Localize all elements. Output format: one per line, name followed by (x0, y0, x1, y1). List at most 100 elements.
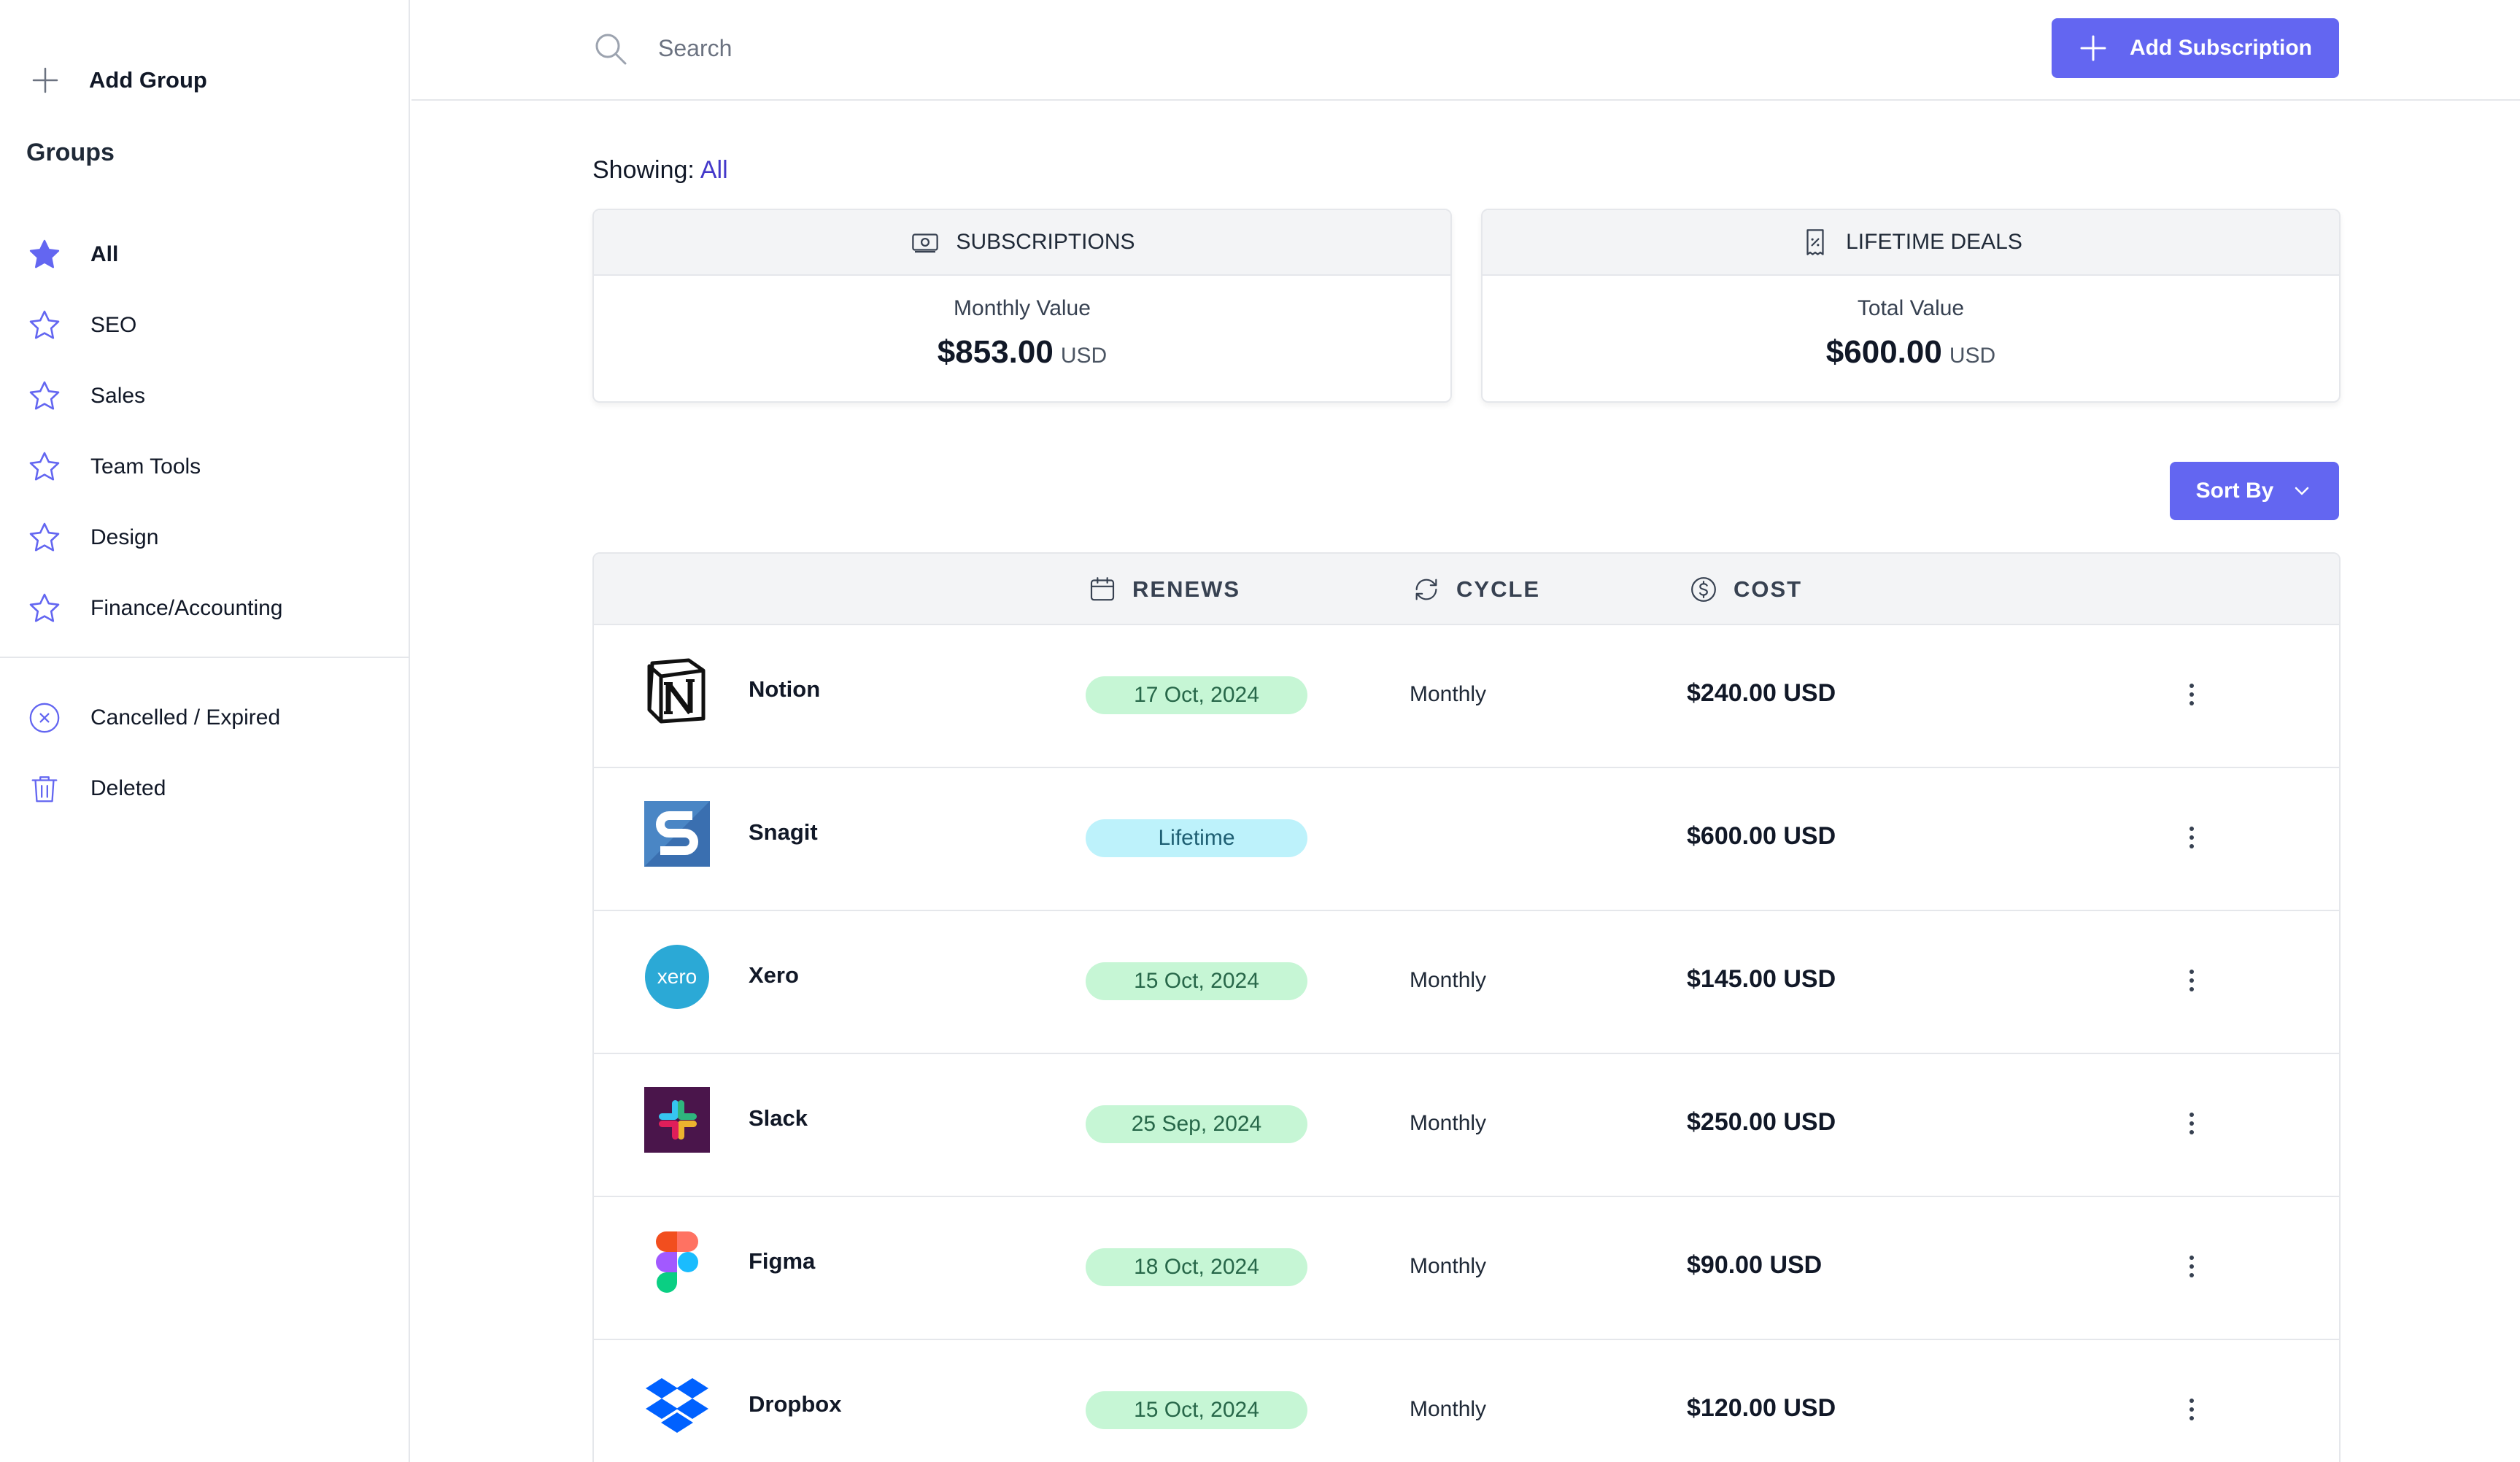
plus-icon (29, 64, 61, 96)
group-item-sales[interactable]: Sales (26, 360, 283, 431)
renews-badge: 15 Oct, 2024 (1086, 1391, 1307, 1429)
slack-logo (643, 1086, 711, 1153)
star-filled-icon (26, 236, 63, 273)
group-item-design[interactable]: Design (26, 502, 283, 573)
trash-icon (26, 770, 63, 807)
xero-logo: xero (643, 943, 711, 1010)
sort-by-label: Sort By (2195, 479, 2274, 503)
card-amount-value: $600.00 (1825, 334, 1942, 370)
card-amount-value: $853.00 (937, 334, 1054, 370)
cost-text: $145.00 USD (1687, 965, 1836, 993)
group-item-label: Team Tools (90, 454, 201, 479)
groups-heading: Groups (26, 139, 115, 166)
snagit-logo (643, 800, 711, 867)
group-item-label: Sales (90, 383, 146, 408)
cycle-text: Monthly (1410, 1111, 1487, 1135)
group-list: All SEO Sales Team Tools Design (26, 219, 283, 643)
group-item-all[interactable]: All (26, 219, 283, 290)
cycle-text: Monthly (1410, 682, 1487, 706)
card-amount: $600.00 USD (1483, 334, 2339, 371)
more-options-icon[interactable] (2177, 676, 2206, 713)
cost-text: $120.00 USD (1687, 1394, 1836, 1422)
more-options-icon[interactable] (2177, 1248, 2206, 1285)
subscription-name: Dropbox (749, 1391, 842, 1417)
dollar-circle-icon (1688, 574, 1719, 605)
group-item-team-tools[interactable]: Team Tools (26, 431, 283, 502)
card-subtitle: Monthly Value (954, 296, 1091, 320)
renews-badge: Lifetime (1086, 819, 1307, 857)
card-title: SUBSCRIPTIONS (956, 230, 1135, 254)
star-icon (26, 449, 63, 485)
sidebar-item-cancelled-expired[interactable]: Cancelled / Expired (26, 682, 280, 753)
subscription-name: Figma (749, 1248, 816, 1274)
calendar-icon (1087, 574, 1118, 605)
card-amount: $853.00 USD (594, 334, 1450, 371)
money-icon (909, 226, 941, 258)
cost-text: $90.00 USD (1687, 1251, 1823, 1279)
cost-text: $250.00 USD (1687, 1108, 1836, 1136)
star-icon (26, 378, 63, 414)
card-subtitle: Total Value (1857, 296, 1965, 320)
status-item-label: Cancelled / Expired (90, 705, 281, 730)
renews-badge: 18 Oct, 2024 (1086, 1248, 1307, 1286)
receipt-icon (1799, 226, 1831, 258)
card-title: LIFETIME DEALS (1846, 230, 2022, 254)
column-header-label: CYCLE (1456, 576, 1541, 602)
renews-badge: 15 Oct, 2024 (1086, 962, 1307, 1000)
column-header-cost[interactable]: COST (1688, 554, 1802, 625)
svg-text:xero: xero (657, 965, 697, 988)
card-amount-currency: USD (1060, 344, 1108, 368)
table-row[interactable]: Figma 18 Oct, 2024 Monthly $90.00 USD (594, 1197, 2339, 1340)
more-options-icon[interactable] (2177, 819, 2206, 856)
table-header: RENEWS CYCLE COST (594, 554, 2339, 625)
table-row[interactable]: Slack 25 Sep, 2024 Monthly $250.00 USD (594, 1054, 2339, 1197)
cost-text: $240.00 USD (1687, 679, 1836, 707)
table-row[interactable]: xero Xero 15 Oct, 2024 Monthly $145.00 U… (594, 911, 2339, 1054)
subscription-name: Slack (749, 1105, 808, 1131)
plus-icon (2079, 34, 2108, 63)
renews-badge: 17 Oct, 2024 (1086, 676, 1307, 714)
table-row[interactable]: Snagit Lifetime $600.00 USD (594, 768, 2339, 911)
group-item-finance-accounting[interactable]: Finance/Accounting (26, 573, 283, 643)
sidebar-item-deleted[interactable]: Deleted (26, 753, 280, 824)
add-group-label: Add Group (89, 67, 207, 93)
card-header: SUBSCRIPTIONS (594, 210, 1450, 276)
group-item-label: SEO (90, 312, 137, 337)
status-item-label: Deleted (90, 776, 166, 800)
notion-logo (643, 657, 711, 724)
add-subscription-button[interactable]: Add Subscription (2052, 18, 2339, 78)
column-header-label: COST (1734, 576, 1803, 602)
star-icon (26, 519, 63, 556)
search-input[interactable] (658, 26, 1315, 70)
more-options-icon[interactable] (2177, 962, 2206, 999)
more-options-icon[interactable] (2177, 1105, 2206, 1142)
add-group-button[interactable]: Add Group (29, 61, 207, 99)
chevron-down-icon (2291, 480, 2313, 502)
renews-badge: 25 Sep, 2024 (1086, 1105, 1307, 1143)
showing-value: All (700, 156, 728, 184)
table-row[interactable]: Notion 17 Oct, 2024 Monthly $240.00 USD (594, 625, 2339, 768)
subscriptions-card: SUBSCRIPTIONS Monthly Value $853.00 USD (592, 209, 1452, 403)
card-amount-currency: USD (1949, 344, 1996, 368)
star-icon (26, 307, 63, 344)
cost-text: $600.00 USD (1687, 822, 1836, 850)
refresh-icon (1411, 574, 1442, 605)
cycle-text: Monthly (1410, 1254, 1487, 1278)
add-subscription-label: Add Subscription (2130, 36, 2312, 60)
more-options-icon[interactable] (2177, 1391, 2206, 1428)
column-header-cycle[interactable]: CYCLE (1411, 554, 1540, 625)
sort-by-button[interactable]: Sort By (2170, 462, 2339, 520)
dropbox-logo (643, 1372, 711, 1439)
cycle-text: Monthly (1410, 1397, 1487, 1421)
group-item-seo[interactable]: SEO (26, 290, 283, 360)
table-row[interactable]: Dropbox 15 Oct, 2024 Monthly $120.00 USD (594, 1340, 2339, 1462)
search-icon (592, 31, 629, 67)
column-header-renews[interactable]: RENEWS (1087, 554, 1240, 625)
subscriptions-table: RENEWS CYCLE COST Notion 17 Oc (592, 552, 2341, 1462)
group-item-label: Design (90, 525, 159, 549)
showing-filter: Showing: All (592, 156, 728, 185)
group-item-label: All (90, 241, 119, 266)
lifetime-deals-card: LIFETIME DEALS Total Value $600.00 USD (1481, 209, 2341, 403)
cycle-text: Monthly (1410, 968, 1487, 992)
star-icon (26, 590, 63, 627)
